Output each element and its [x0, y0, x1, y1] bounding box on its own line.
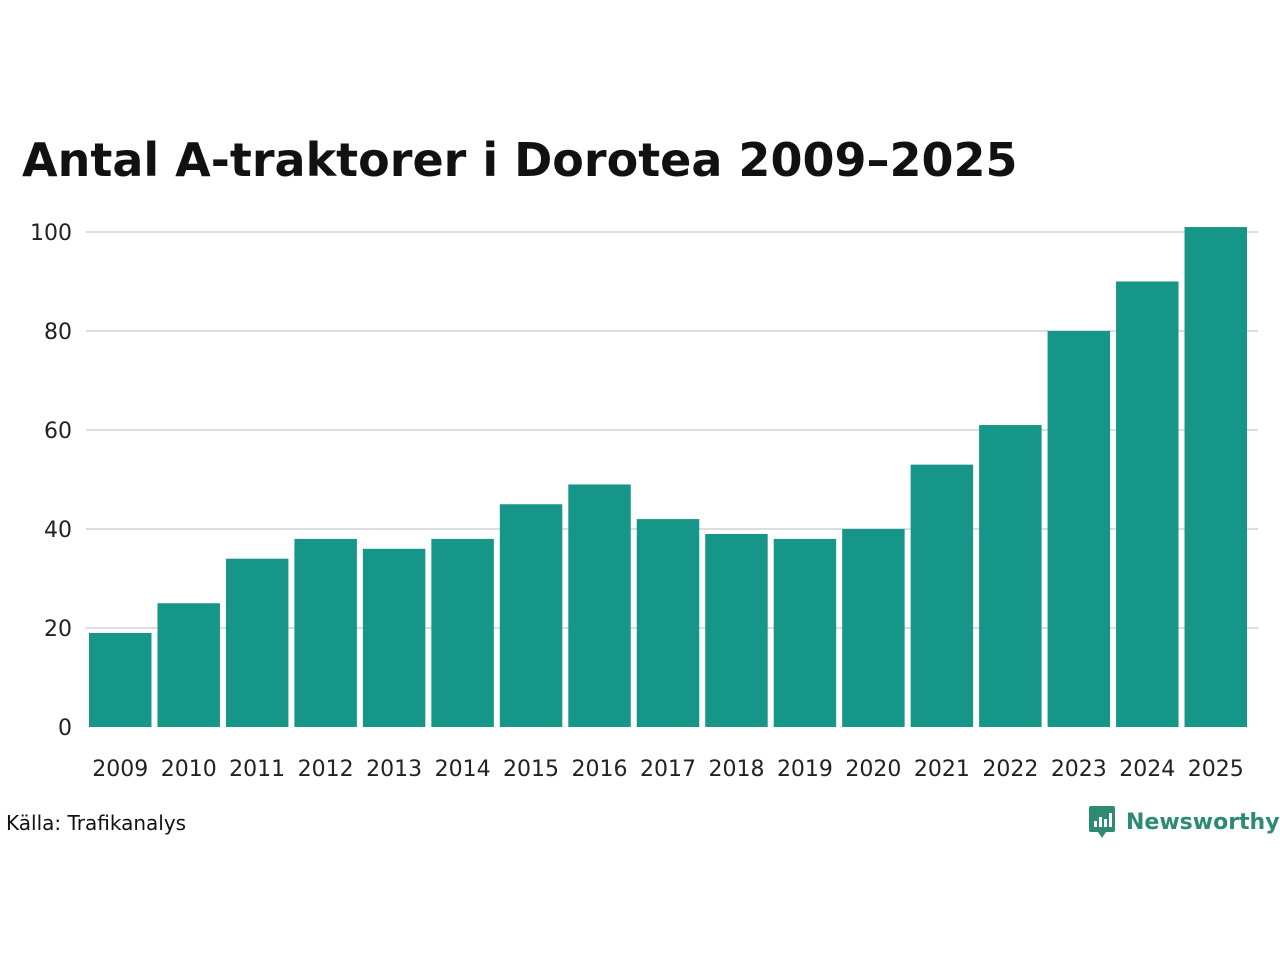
brand-logo: Newsworthy	[1088, 804, 1280, 840]
bar-2019	[773, 538, 837, 727]
x-tick-label: 2013	[366, 757, 422, 782]
bar-2020	[842, 529, 905, 727]
chart-title: Antal A-traktorer i Dorotea 2009–2025	[22, 133, 1018, 187]
y-tick-label: 40	[44, 518, 72, 543]
x-tick-label: 2022	[982, 757, 1038, 782]
bar-chart: 0 20 40 60 80 100 2009 2010 2011 2012 2013 2014 201…	[30, 221, 1258, 782]
bar-2023	[1047, 331, 1111, 727]
x-tick-label: 2019	[777, 757, 833, 782]
x-tick-label: 2023	[1051, 757, 1107, 782]
x-tick-label: 2014	[435, 757, 491, 782]
x-tick-label: 2009	[92, 757, 148, 782]
x-tick-label: 2010	[161, 757, 217, 782]
bar-2025	[1184, 227, 1247, 728]
newsworthy-logo-icon	[1089, 806, 1115, 838]
x-tick-label: 2016	[572, 757, 628, 782]
bar-2021	[910, 464, 974, 727]
x-tick-label: 2015	[503, 757, 559, 782]
bar-2014	[431, 538, 494, 727]
x-axis-ticks: 2009 2010 2011 2012 2013 2014 2015 2016 2017 2018…	[92, 757, 1244, 782]
bar-2010	[157, 603, 220, 727]
y-tick-label: 60	[44, 419, 72, 444]
y-tick-label: 80	[44, 320, 72, 345]
x-tick-label: 2020	[845, 757, 901, 782]
source-note: Källa: Trafikanalys	[6, 811, 187, 835]
y-tick-label: 0	[58, 716, 72, 741]
bars	[89, 227, 1247, 728]
bar-2013	[362, 548, 426, 727]
bar-2017	[636, 519, 700, 727]
x-tick-label: 2012	[298, 757, 354, 782]
x-tick-label: 2021	[914, 757, 970, 782]
bar-2011	[225, 558, 289, 727]
x-tick-label: 2025	[1188, 757, 1244, 782]
bar-2022	[979, 425, 1042, 727]
bar-2016	[568, 484, 631, 727]
bar-2018	[705, 533, 768, 727]
x-tick-label: 2018	[708, 757, 764, 782]
y-axis-ticks: 0 20 40 60 80 100	[30, 221, 72, 741]
x-tick-label: 2017	[640, 757, 696, 782]
bar-2024	[1116, 281, 1179, 727]
bar-2015	[499, 504, 563, 727]
y-tick-label: 100	[30, 221, 72, 246]
x-tick-label: 2011	[229, 757, 285, 782]
bar-2009	[89, 632, 152, 727]
y-tick-label: 20	[44, 617, 72, 642]
bar-2012	[294, 538, 357, 727]
x-tick-label: 2024	[1119, 757, 1175, 782]
brand-name: Newsworthy	[1126, 809, 1280, 835]
